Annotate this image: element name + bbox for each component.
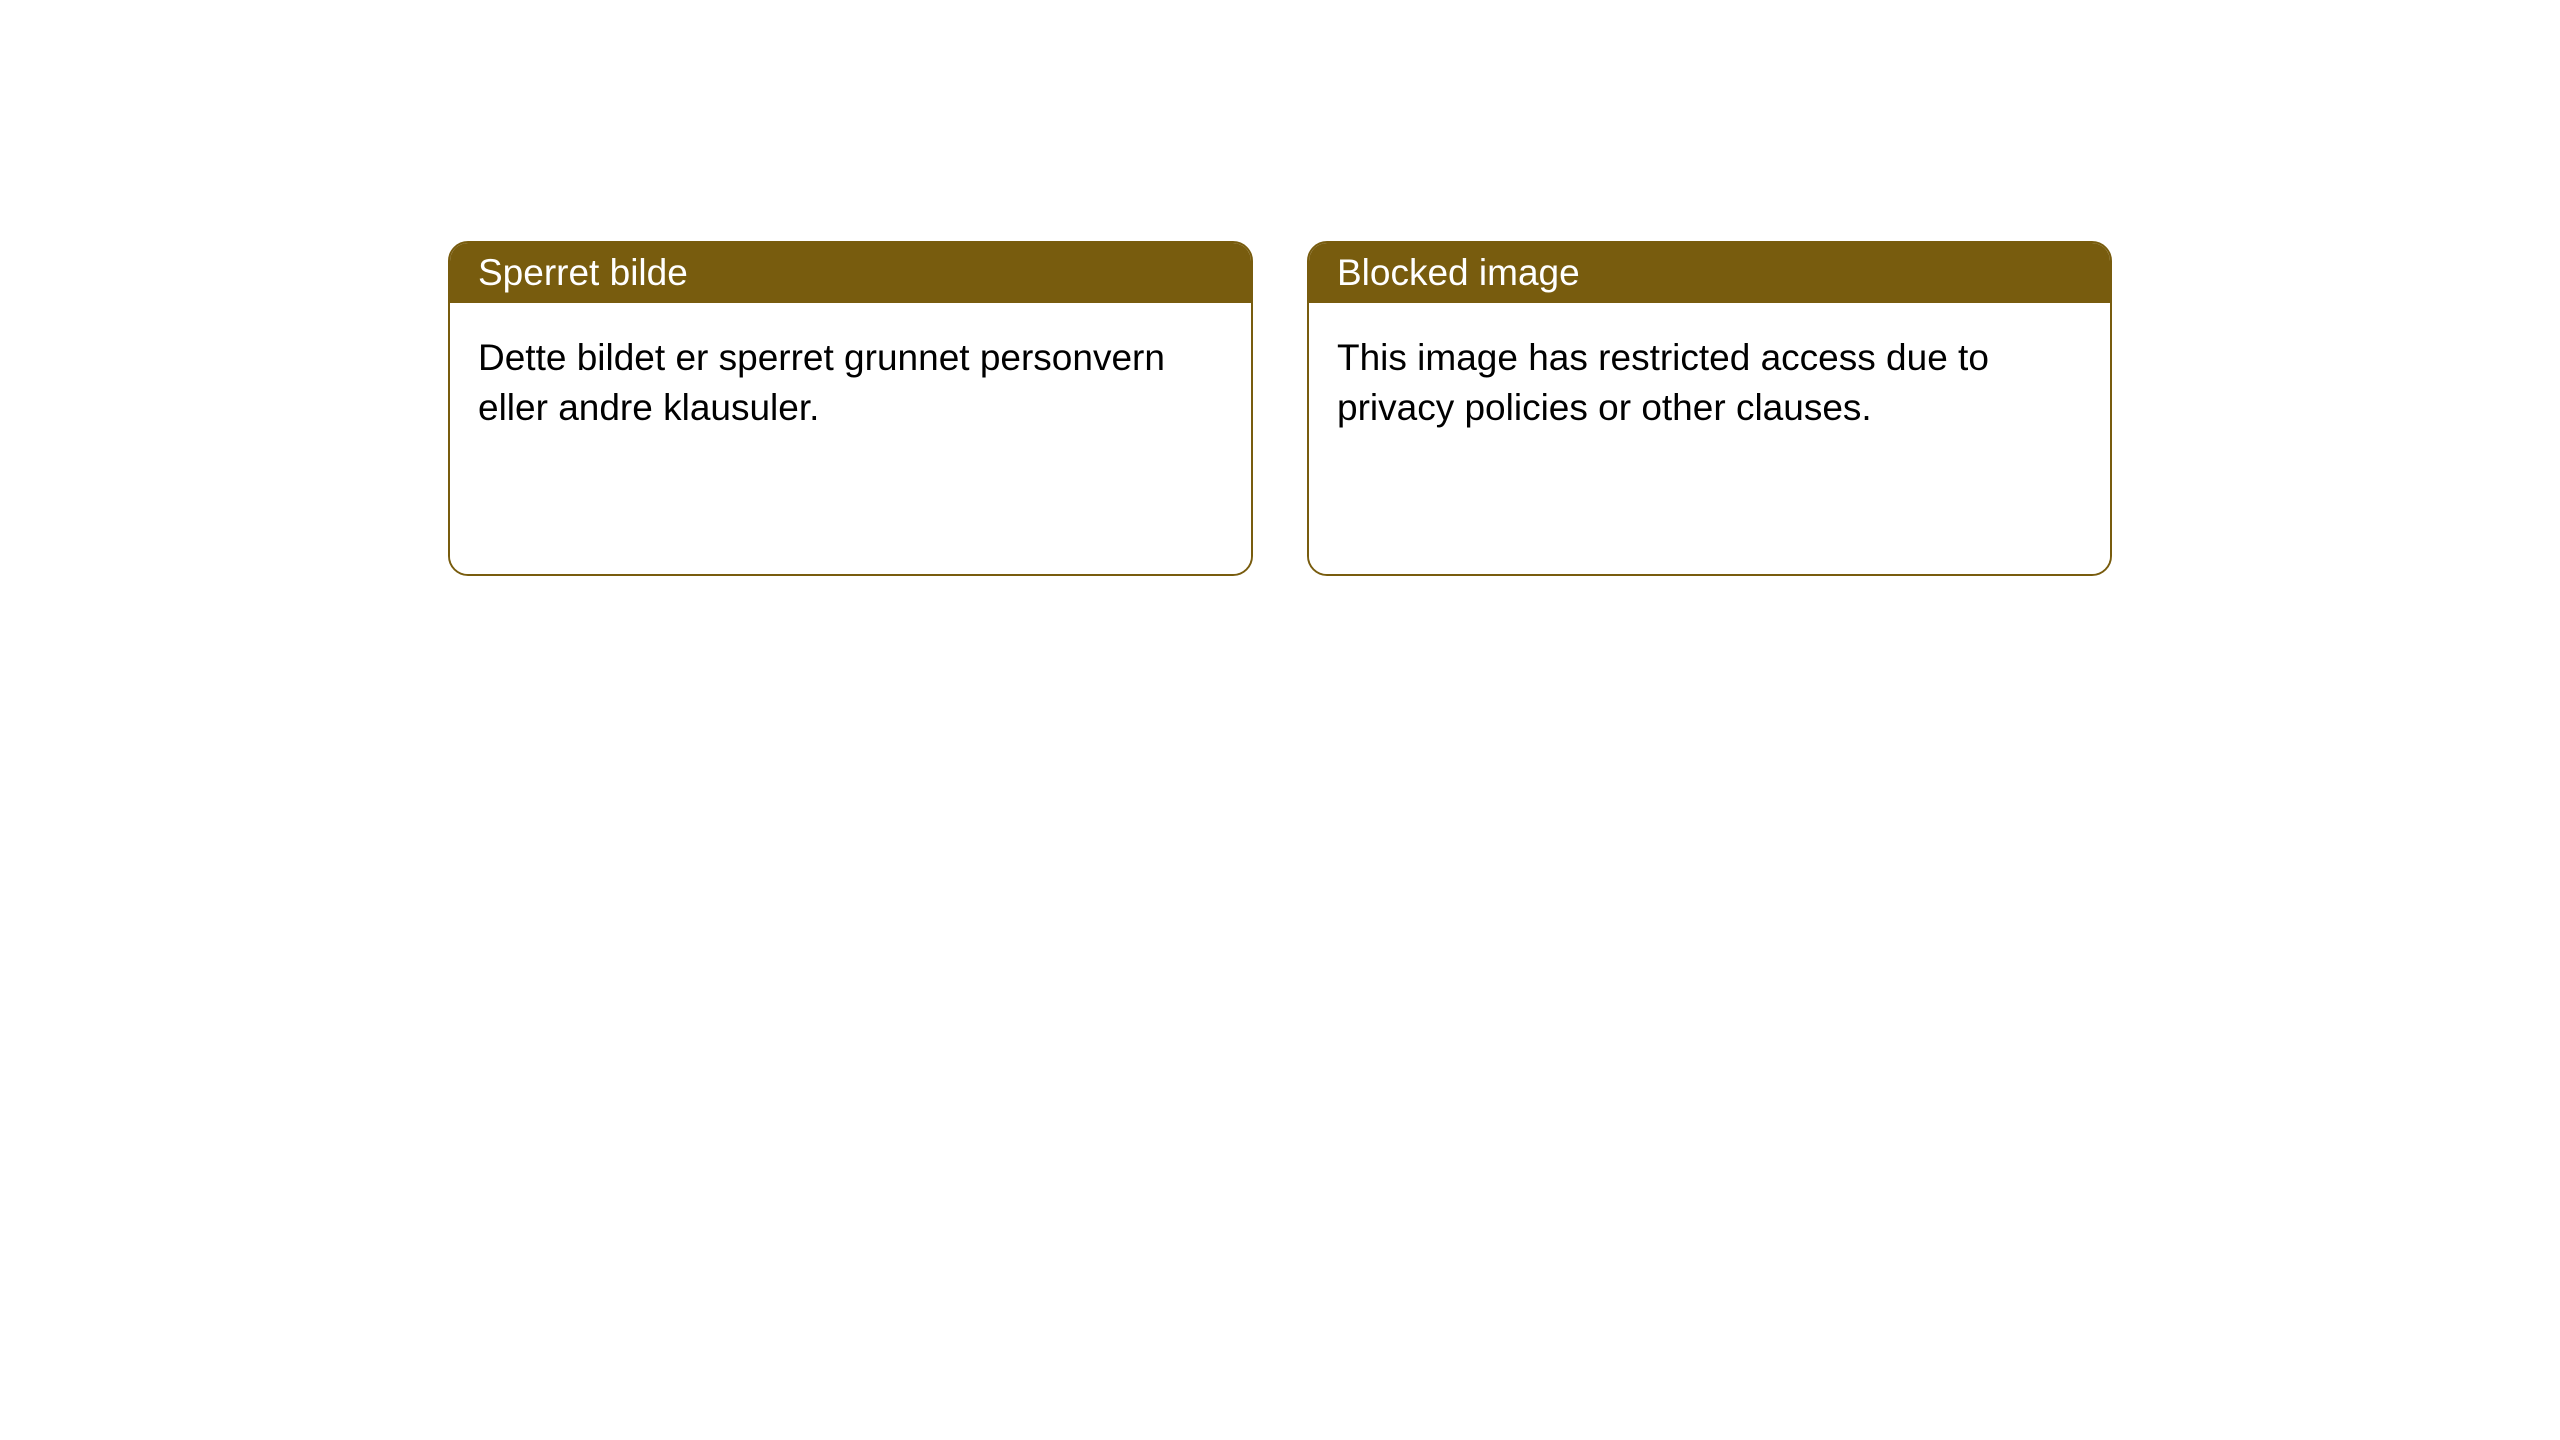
- notice-text-en: This image has restricted access due to …: [1337, 333, 2082, 433]
- notice-text-no: Dette bildet er sperret grunnet personve…: [478, 333, 1223, 433]
- notice-title-en: Blocked image: [1337, 252, 1580, 294]
- notice-card-en: Blocked image This image has restricted …: [1307, 241, 2112, 576]
- notice-container: Sperret bilde Dette bildet er sperret gr…: [448, 241, 2112, 576]
- notice-header-en: Blocked image: [1309, 243, 2110, 303]
- notice-header-no: Sperret bilde: [450, 243, 1251, 303]
- notice-title-no: Sperret bilde: [478, 252, 688, 294]
- notice-card-no: Sperret bilde Dette bildet er sperret gr…: [448, 241, 1253, 576]
- notice-body-en: This image has restricted access due to …: [1309, 303, 2110, 574]
- notice-body-no: Dette bildet er sperret grunnet personve…: [450, 303, 1251, 574]
